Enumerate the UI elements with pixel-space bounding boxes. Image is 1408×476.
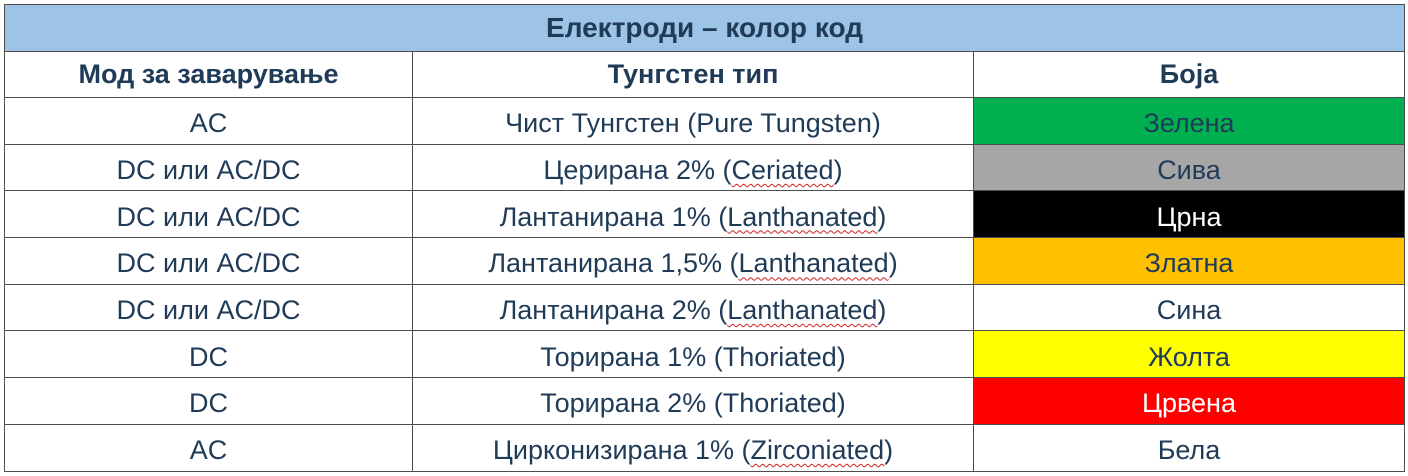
cell-color-swatch: Црвена [972, 377, 1406, 425]
tungsten-type-prefix: Торирана 1% ( [540, 341, 723, 372]
tungsten-type-term: Ceriated [731, 155, 834, 186]
tungsten-type-term: Zirconiated [750, 435, 885, 466]
welding-mode-text: DC [189, 341, 228, 372]
tungsten-type-prefix: Цирконизирана 1% ( [492, 435, 751, 466]
table-title-row: Електроди – колор код [3, 4, 1406, 52]
cell-tungsten-type: Церирана 2% (Ceriated) [412, 143, 974, 192]
electrode-color-table: Електроди – колор код Мод за заварување … [3, 4, 1406, 472]
table-row: DC или AC/DC Церирана 2% (Ceriated) Сива [4, 143, 1406, 192]
tungsten-type-text: Торирана 2% (Thoriated) [540, 384, 846, 417]
cell-tungsten-type: Лантанирана 1,5% (Lanthanated) [412, 237, 974, 285]
cell-color-swatch: Сина [972, 283, 1406, 332]
welding-mode-text: DC или AC/DC [116, 248, 301, 279]
cell-tungsten-type: Торирана 2% (Thoriated) [412, 377, 974, 425]
table-header-row: Мод за заварување Тунгстен тип Боја [4, 51, 1406, 98]
tungsten-type-text: Лантанирана 1,5% (Lanthanated) [488, 244, 897, 277]
color-name-text: Златна [1144, 248, 1234, 279]
cell-welding-mode: DC или AC/DC [4, 143, 413, 192]
tungsten-type-suffix: ) [888, 248, 898, 279]
color-name-text: Сива [1157, 155, 1221, 186]
welding-mode-text: DC или AC/DC [116, 155, 301, 186]
column-header-mode: Мод за заварување [4, 51, 413, 98]
table-title: Електроди – колор код [3, 4, 1406, 52]
tungsten-type-prefix: Церирана 2% ( [543, 155, 732, 186]
cell-color-swatch: Сива [972, 143, 1406, 192]
table-row: AC Чист Тунгстен (Pure Tungsten) Зелена [4, 97, 1406, 145]
cell-tungsten-type: Чист Тунгстен (Pure Tungsten) [412, 97, 974, 145]
color-name-text: Црвена [1142, 388, 1236, 419]
tungsten-type-text: Лантанирана 1% (Lanthanated) [500, 198, 887, 231]
electrode-color-table-container: Електроди – колор код Мод за заварување … [3, 4, 1406, 472]
tungsten-type-text: Чист Тунгстен (Pure Tungsten) [505, 104, 881, 137]
color-name-text: Сина [1156, 295, 1222, 326]
tungsten-type-term: Thoriated [722, 388, 837, 419]
cell-tungsten-type: Лантанирана 1% (Lanthanated) [412, 190, 974, 239]
cell-tungsten-type: Торирана 1% (Thoriated) [412, 330, 974, 379]
table-row: DC Торирана 1% (Thoriated) Жолта [4, 330, 1406, 379]
tungsten-type-text: Цирконизирана 1% (Zirconiated) [493, 431, 893, 464]
column-header-type: Тунгстен тип [412, 51, 974, 98]
tungsten-type-term: Lanthanated [738, 248, 889, 279]
table-row: DC или AC/DC Лантанирана 2% (Lanthanated)… [4, 283, 1406, 332]
tungsten-type-prefix: Лантанирана 1,5% ( [488, 248, 739, 279]
tungsten-type-suffix: ) [833, 155, 843, 186]
cell-welding-mode: AC [4, 97, 413, 145]
cell-welding-mode: AC [4, 423, 413, 472]
tungsten-type-prefix: Лантанирана 1% ( [499, 201, 728, 232]
cell-color-swatch: Жолта [972, 330, 1406, 379]
welding-mode-text: DC или AC/DC [116, 201, 301, 232]
cell-welding-mode: DC или AC/DC [4, 237, 413, 285]
cell-color-swatch: Зелена [972, 97, 1406, 145]
cell-welding-mode: DC или AC/DC [4, 190, 413, 239]
color-name-text: Црна [1156, 201, 1222, 232]
cell-welding-mode: DC [4, 330, 413, 379]
cell-color-swatch: Црна [972, 190, 1406, 239]
tungsten-type-prefix: Торирана 2% ( [540, 388, 723, 419]
tungsten-type-prefix: Чист Тунгстен ( [505, 108, 697, 139]
tungsten-type-suffix: ) [836, 388, 846, 419]
cell-tungsten-type: Лантанирана 2% (Lanthanated) [412, 283, 974, 332]
tungsten-type-text: Лантанирана 2% (Lanthanated) [500, 291, 887, 324]
tungsten-type-suffix: ) [877, 295, 887, 326]
tungsten-type-term: Thoriated [722, 341, 837, 372]
welding-mode-text: DC [189, 388, 228, 419]
table-row: AC Цирконизирана 1% (Zirconiated) Бела [4, 423, 1406, 472]
tungsten-type-suffix: ) [871, 108, 881, 139]
color-name-text: Жолта [1148, 341, 1230, 372]
cell-color-swatch: Златна [972, 237, 1406, 285]
table-row: DC Торирана 2% (Thoriated) Црвена [4, 377, 1406, 425]
welding-mode-text: DC или AC/DC [116, 295, 301, 326]
color-name-text: Бела [1157, 435, 1221, 466]
table-body: AC Чист Тунгстен (Pure Tungsten) Зелена DC … [4, 97, 1406, 472]
cell-welding-mode: DC или AC/DC [4, 283, 413, 332]
tungsten-type-term: Pure Tungsten [696, 108, 872, 139]
tungsten-type-term: Lanthanated [727, 201, 878, 232]
cell-welding-mode: DC [4, 377, 413, 425]
welding-mode-text: AC [189, 108, 228, 139]
tungsten-type-prefix: Лантанирана 2% ( [499, 295, 728, 326]
tungsten-type-suffix: ) [884, 435, 894, 466]
welding-mode-text: AC [189, 435, 228, 466]
cell-tungsten-type: Цирконизирана 1% (Zirconiated) [412, 423, 974, 472]
cell-color-swatch: Бела [972, 423, 1406, 472]
table-row: DC или AC/DC Лантанирана 1,5% (Lanthanate… [4, 237, 1406, 285]
tungsten-type-term: Lanthanated [727, 295, 878, 326]
column-header-color: Боја [972, 51, 1406, 98]
tungsten-type-suffix: ) [836, 341, 846, 372]
color-name-text: Зелена [1143, 108, 1235, 139]
table-row: DC или AC/DC Лантанирана 1% (Lanthanated)… [4, 190, 1406, 239]
tungsten-type-text: Церирана 2% (Ceriated) [543, 151, 842, 184]
tungsten-type-text: Торирана 1% (Thoriated) [540, 338, 846, 371]
tungsten-type-suffix: ) [877, 201, 887, 232]
